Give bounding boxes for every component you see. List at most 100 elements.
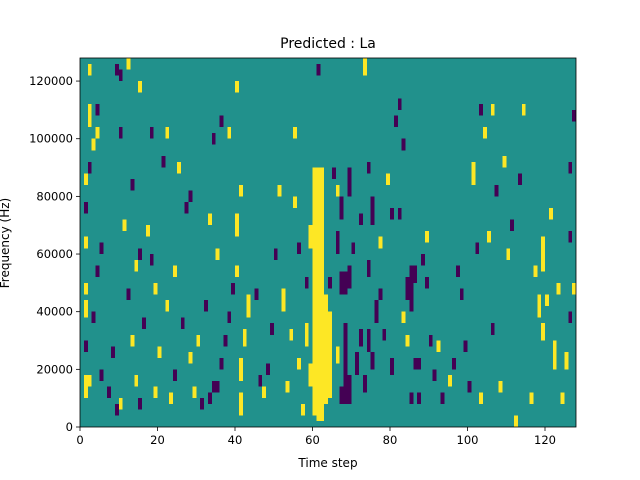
heatmap-cell-120	[281, 288, 286, 312]
heatmap-cell-106	[238, 184, 243, 197]
heatmap-cell-50	[91, 311, 96, 324]
heatmap-cell-51	[95, 265, 100, 278]
y-tick-label-100000: 100000	[29, 132, 73, 146]
heatmap-cell-30	[413, 265, 418, 283]
heatmap-cell-0	[312, 167, 325, 416]
heatmap-cell-7	[335, 346, 340, 364]
heatmap-cell-136	[378, 236, 383, 249]
heatmap-cell-122	[289, 328, 294, 341]
heatmap-cell-149	[432, 369, 437, 381]
heatmap-cell-134	[359, 213, 363, 226]
heatmap-cell-89	[192, 386, 197, 399]
heatmap-cell-62	[134, 259, 139, 272]
heatmap-cell-169	[506, 248, 511, 260]
heatmap-cell-71	[130, 179, 135, 191]
heatmap-cell-167	[498, 380, 503, 393]
heatmap-cell-35	[83, 375, 88, 387]
heatmap-cell-104	[246, 294, 251, 318]
heatmap-cell-180	[548, 207, 553, 220]
heatmap-cell-170	[510, 219, 514, 231]
heatmap-cell-103	[242, 328, 247, 347]
heatmap-cell-87	[188, 190, 193, 203]
heatmap-cell-53	[99, 369, 104, 381]
heatmap-cell-161	[479, 104, 483, 116]
x-tick-label-80: 80	[383, 433, 398, 447]
heatmap-cell-156	[463, 340, 468, 353]
heatmap-cell-123	[293, 196, 297, 208]
heatmap-cell-181	[552, 340, 557, 370]
heatmap-cell-118	[273, 248, 278, 260]
x-tick-label-40: 40	[228, 433, 243, 447]
y-axis: 0 20000 40000 60000 80000 100000 120000	[29, 74, 80, 434]
heatmap-cell-64	[142, 317, 146, 329]
heatmap-cell-3	[328, 311, 332, 399]
heatmap-cell-40	[83, 236, 88, 249]
heatmap-cell-65	[145, 225, 150, 237]
heatmap-cell-22	[370, 196, 375, 226]
heatmap-cell-163	[486, 230, 491, 243]
heatmap-cell-137	[386, 173, 390, 185]
heatmap-cell-68	[118, 69, 123, 82]
heatmap-cell-54	[107, 386, 111, 399]
heatmap-cell-162	[483, 127, 487, 139]
heatmap-cell-185	[568, 311, 573, 324]
heatmap-cell-125	[293, 127, 297, 139]
heatmap-cell-147	[424, 230, 429, 243]
heatmap-cell-112	[215, 248, 220, 260]
heatmap-cell-60	[130, 334, 135, 347]
heatmap-cell-56	[114, 403, 119, 416]
heatmap-cell-32	[413, 357, 421, 370]
heatmap-cell-14	[339, 196, 344, 220]
x-tick-label-100: 100	[457, 433, 479, 447]
heatmap-cell-100	[235, 265, 239, 278]
heatmap-cell-128	[297, 242, 301, 255]
x-tick-label-60: 60	[305, 433, 320, 447]
x-tick-label-0: 0	[76, 433, 83, 447]
x-axis-label: Time step	[297, 456, 357, 470]
heatmap-cell-19	[366, 328, 371, 353]
heatmap-cell-111	[207, 213, 212, 226]
heatmap-cell-157	[467, 380, 472, 393]
x-axis: 0 20 40 60 80 100 120	[76, 427, 556, 447]
heatmap-cell-153	[452, 357, 456, 370]
heatmap-cell-48	[87, 161, 92, 174]
heatmap-cell-177	[541, 323, 545, 341]
heatmap-cell-23	[366, 161, 371, 174]
heatmap-cell-145	[409, 392, 414, 404]
heatmap-cell-63	[138, 248, 142, 260]
heatmap-cell-160	[479, 392, 483, 404]
heatmap-cell-45	[87, 63, 92, 76]
heatmap-cell-182	[556, 282, 561, 295]
heatmap-cell-77	[149, 127, 154, 139]
heatmap-cell-49	[95, 104, 100, 116]
heatmap-cell-135	[362, 58, 367, 76]
heatmap-cell-113	[254, 288, 259, 301]
heatmap-cell-90	[196, 334, 201, 347]
heatmap-cell-39	[83, 282, 88, 295]
heatmap-cell-141	[401, 138, 406, 151]
heatmap-cell-151	[440, 392, 445, 404]
heatmap-cell-171	[514, 415, 518, 427]
heatmap-cell-79	[165, 127, 170, 139]
heatmap-cell-116	[266, 363, 270, 376]
heatmap-cell-81	[169, 392, 173, 404]
heatmap-cell-33	[424, 277, 429, 289]
heatmap-cell-47	[83, 202, 88, 214]
heatmap-cell-69	[126, 58, 131, 70]
heatmap-cell-55	[111, 346, 115, 358]
heatmap-cell-93	[207, 392, 212, 404]
heatmap-cell-38	[83, 300, 88, 318]
heatmap-cell-41	[83, 173, 88, 185]
heatmap-cell-109	[219, 115, 224, 128]
heatmap-cell-92	[204, 300, 208, 312]
heatmap-cell-166	[494, 184, 499, 197]
heatmap-cell-91	[200, 398, 204, 410]
heatmap-cell-187	[572, 109, 576, 122]
heatmap-cell-138	[390, 207, 394, 220]
heatmap-cell-140	[397, 98, 402, 110]
heatmap-cell-74	[153, 282, 158, 295]
heatmap-cell-26	[382, 328, 387, 341]
heatmap-cell-52	[99, 242, 104, 255]
heatmap-cell-95	[215, 380, 220, 393]
heatmap-cell-15	[347, 167, 352, 197]
